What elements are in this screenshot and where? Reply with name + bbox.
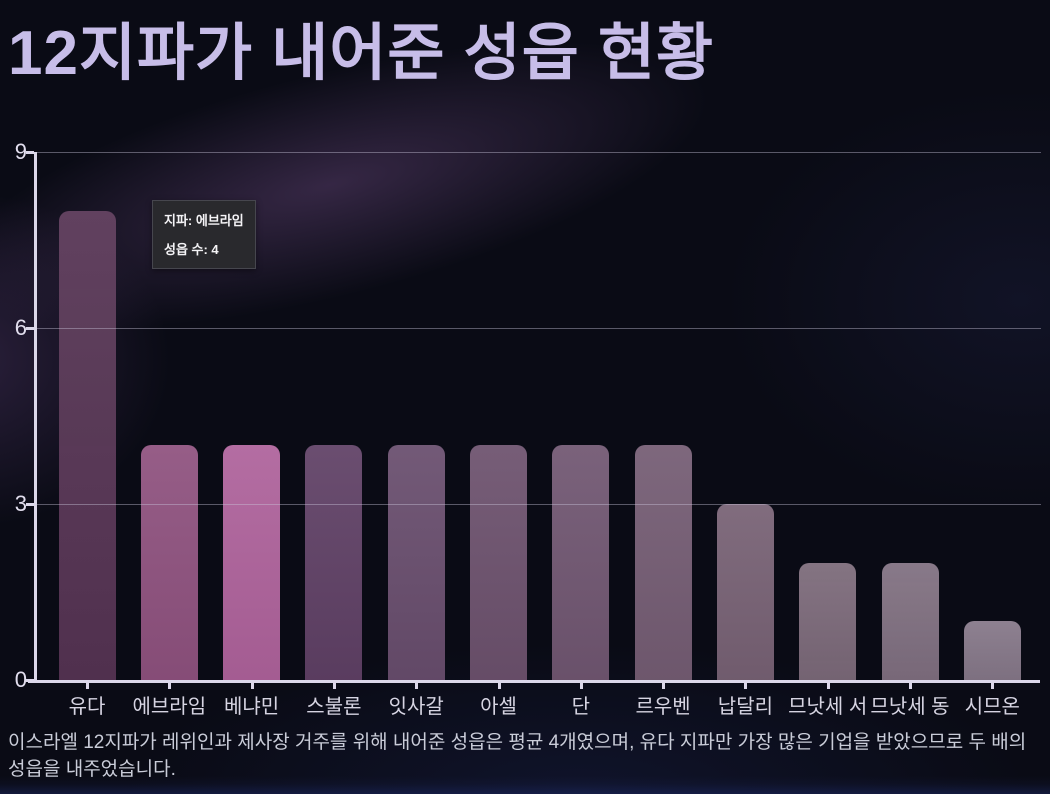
x-axis-label-10: 므낫세 서 [788,696,868,718]
bar-4[interactable] [305,445,363,680]
bar-9[interactable] [716,504,774,680]
y-tick-mark-3 [26,503,34,506]
x-tick-mark-12 [991,683,995,689]
bar-10[interactable] [799,562,857,680]
bar-5[interactable] [387,445,445,680]
x-tick-mark-5 [415,683,419,689]
bar-8[interactable] [634,445,692,680]
plot-area: 지파: 에브라임 성읍 수: 4 0 3 6 9 유다 에브라임 베냐민 스불론 잇사갈 아셀 단 르… [15,139,1041,718]
x-tick-mark-2 [168,683,172,689]
x-axis-label-9: 납달리 [717,696,773,718]
gridline-6 [37,328,1041,329]
y-axis-line [34,152,37,683]
x-tick-mark-8 [662,683,666,689]
bar-2[interactable] [140,445,198,680]
x-axis-line [28,680,1040,683]
y-tick-mark-0 [26,679,34,682]
x-axis-label-1: 유다 [68,696,106,718]
bar-3[interactable] [223,445,281,680]
tooltip-tribe-line: 지파: 에브라임 [164,213,244,228]
x-axis-label-11: 므낫세 동 [870,696,950,718]
x-axis-label-6: 아셀 [480,696,517,718]
gridline-9 [37,152,1041,153]
x-tick-mark-11 [909,683,912,689]
chart-tooltip: 지파: 에브라임 성읍 수: 4 [152,200,256,269]
x-axis-label-2: 에브라임 [132,696,207,718]
x-tick-mark-10 [826,683,830,689]
bar-6[interactable] [470,445,527,680]
gridline-3 [37,504,1041,505]
x-tick-mark-4 [332,683,336,689]
x-axis-label-5: 잇사갈 [388,696,444,718]
bar-11[interactable] [881,562,939,680]
chart-caption: 이스라엘 12지파가 레위인과 제사장 거주를 위해 내어준 성읍은 평균 4개… [8,732,1027,780]
x-tick-mark-3 [250,683,254,689]
y-tick-mark-6 [26,327,34,330]
x-tick-mark-7 [579,683,583,689]
tooltip-count-line: 성읍 수: 4 [164,242,219,257]
x-axis-label-8: 르우벤 [635,696,691,718]
page-title: 12지파가 내어준 성읍 현황 [8,19,715,88]
bar-12[interactable] [963,621,1021,680]
x-axis-label-12: 시므온 [964,696,1020,718]
x-tick-mark-1 [86,683,89,689]
x-tick-mark-9 [744,683,748,689]
bar-1[interactable] [58,210,116,680]
x-tick-mark-6 [497,683,501,689]
x-axis-label-3: 베냐민 [223,696,280,718]
y-tick-mark-9 [26,151,34,154]
bar-7[interactable] [552,445,610,680]
x-axis-label-4: 스불론 [306,696,362,718]
x-axis-label-7: 단 [571,696,590,718]
